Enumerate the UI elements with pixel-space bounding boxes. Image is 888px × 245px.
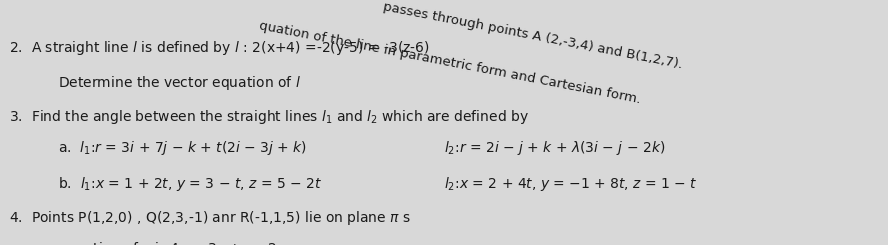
Text: 4.  Points P(1,2,0) , Q(2,3,-1) anr R(-1,1,5) lie on plane $\pi$ s: 4. Points P(1,2,0) , Q(2,3,-1) anr R(-1,…: [9, 209, 411, 227]
Text: 2.  A straight line $l$ is defined by $l$ : 2(x+4) =-2(y-5) = -3(z-6): 2. A straight line $l$ is defined by $l$…: [9, 39, 430, 57]
Text: $l_2$:$x$ = 2 + 4$t$, $y$ = $-$1 + 8$t$, $z$ = 1 $-$ $t$: $l_2$:$x$ = 2 + 4$t$, $y$ = $-$1 + 8$t$,…: [444, 175, 698, 193]
Text: $l_2$:$r$ = 2$i$ $-$ $j$ + $k$ + $\lambda$(3$i$ $-$ $j$ $-$ 2$k$): $l_2$:$r$ = 2$i$ $-$ $j$ + $k$ + $\lambd…: [444, 139, 665, 157]
Text: b.  $l_1$:$x$ = 1 + 2$t$, $y$ = 3 $-$ $t$, $z$ = 5 $-$ 2$t$: b. $l_1$:$x$ = 1 + 2$t$, $y$ = 3 $-$ $t$…: [58, 175, 321, 193]
Text: Determine the vector equation of $l$: Determine the vector equation of $l$: [58, 74, 300, 91]
Text: 3.  Find the angle between the straight lines $l_1$ and $l_2$ which are defined : 3. Find the angle between the straight l…: [9, 108, 528, 126]
Text: passes through points A (2,-3,4) and B(1,2,7).: passes through points A (2,-3,4) and B(1…: [382, 0, 684, 71]
Text: equation of $\pi$ is 4x $-$ 3y +z = 2: equation of $\pi$ is 4x $-$ 3y +z = 2: [58, 240, 277, 245]
Text: quation of the line in parametric form and Cartesian form.: quation of the line in parametric form a…: [258, 20, 641, 107]
Text: a.  $l_1$:$r$ = 3$i$ + 7$j$ $-$ $k$ + $t$(2$i$ $-$ 3$j$ + $k$): a. $l_1$:$r$ = 3$i$ + 7$j$ $-$ $k$ + $t$…: [58, 139, 306, 157]
